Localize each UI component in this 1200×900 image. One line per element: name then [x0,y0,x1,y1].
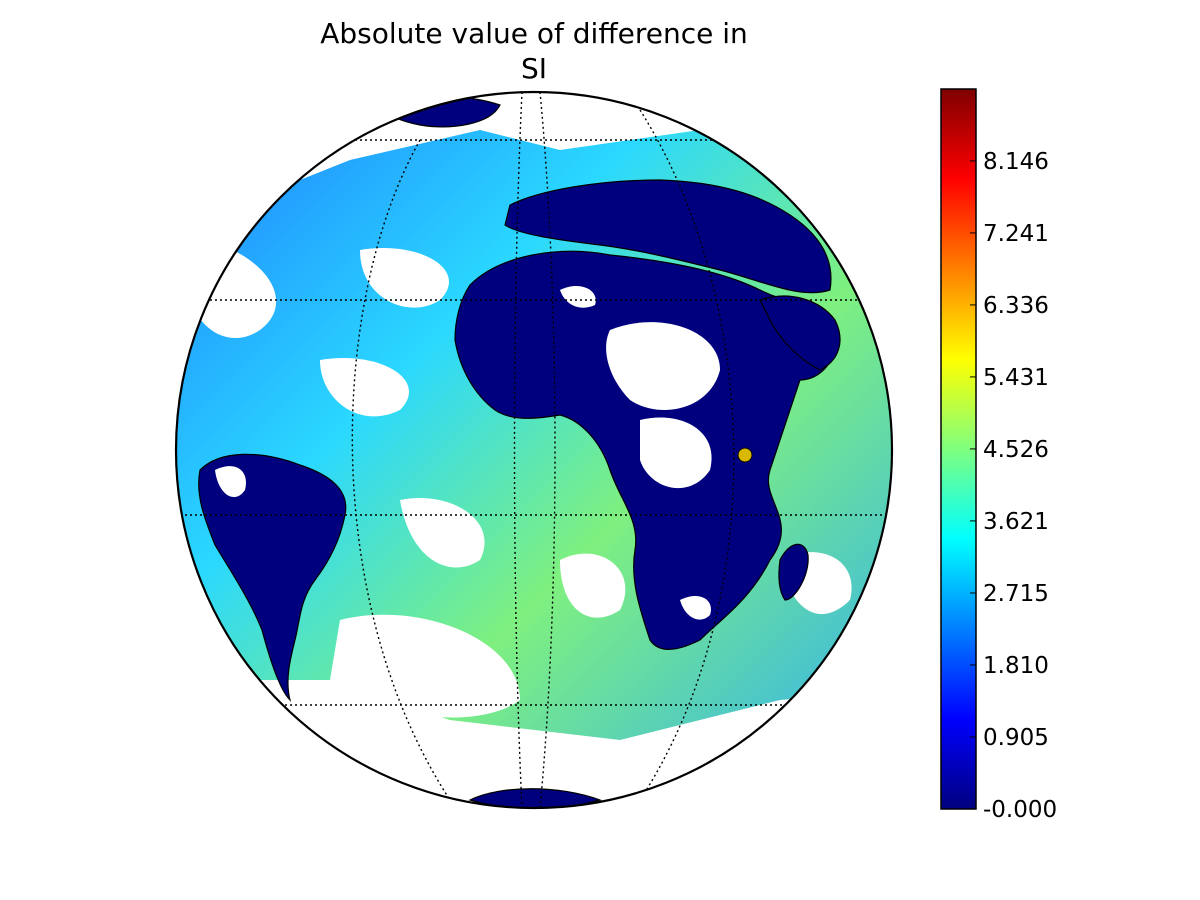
colorbar: -0.000 0.905 1.810 2.715 3.621 4.526 5.431 6.33… [940,88,1057,823]
europe-landmass [504,179,832,294]
colorbar-tick-label: 3.621 [983,509,1049,535]
globe-outline [174,90,894,810]
colorbar-tick-label: 2.715 [983,581,1049,607]
colorbar-tick-label: 8.146 [983,149,1049,175]
colorbar-tick-label: 7.241 [983,221,1049,247]
chart-title-line2: SI [521,52,547,85]
colorbar-tick-label: 0.905 [983,725,1049,751]
colorbar-tick-label: -0.000 [983,797,1057,823]
madagascar-landmass [778,543,809,601]
south-america-landmass [198,453,347,702]
colorbar-tick-label: 1.810 [983,653,1049,679]
globe-map [174,90,894,810]
chart-title-line1: Absolute value of difference in [320,17,748,50]
arabia-landmass [759,295,841,371]
colorbar-tick-label: 5.431 [983,365,1049,391]
hotspot-marker [737,447,753,463]
africa-cloud-holes [215,285,720,620]
colorbar-tick-label: 4.526 [983,437,1049,463]
colorbar-ticks: -0.000 0.905 1.810 2.715 3.621 4.526 5.431 6.33… [970,149,1057,823]
colorbar-tick-label: 6.336 [983,293,1049,319]
